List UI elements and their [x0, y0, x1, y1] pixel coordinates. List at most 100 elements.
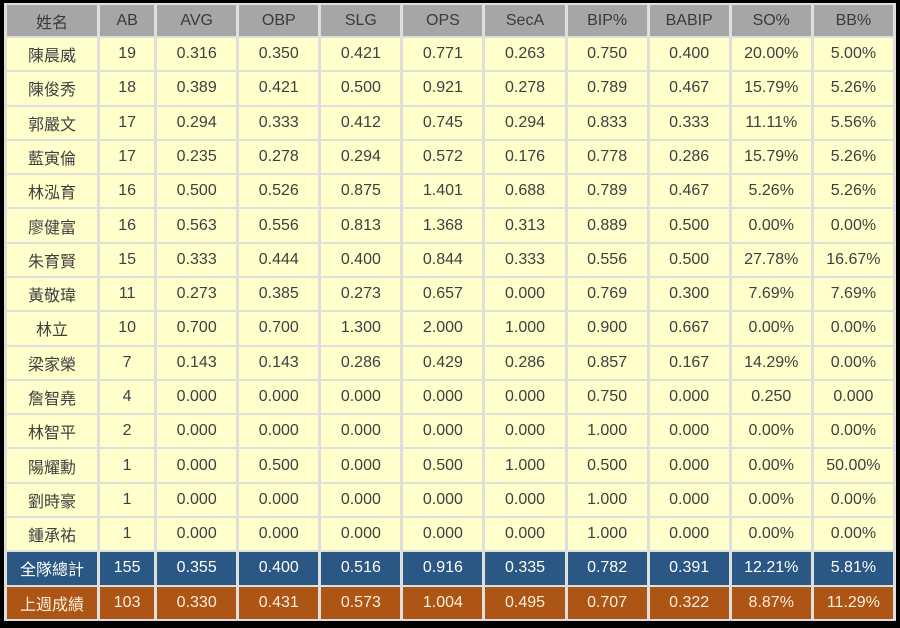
stat-cell: 0.789 [567, 175, 647, 208]
stat-cell: 0.857 [567, 346, 647, 379]
stat-cell: 0.429 [403, 346, 483, 379]
stat-cell: 0.000 [649, 483, 729, 516]
summary-stat-cell: 12.21% [731, 552, 811, 585]
stat-cell: 0.400 [321, 243, 401, 276]
table-row: 藍寅倫 17 0.235 0.278 0.294 0.572 0.176 0.778 0.286… [7, 140, 893, 174]
stat-cell: 0.700 [157, 312, 237, 345]
stat-cell: 0.000 [485, 277, 565, 311]
stat-cell: 0.000 [321, 517, 401, 551]
stat-cell: 0.778 [567, 140, 647, 174]
stat-cell: 0.313 [485, 209, 565, 242]
stat-cell: 17 [100, 106, 155, 139]
player-name-cell: 陽耀勳 [7, 449, 98, 482]
stat-cell: 0.385 [239, 277, 319, 311]
player-name-cell: 朱育賢 [7, 243, 98, 276]
player-name-cell: 陳晨威 [7, 38, 98, 71]
stat-cell: 0.263 [485, 38, 565, 71]
stat-cell: 7.69% [813, 277, 893, 311]
stat-cell: 0.278 [239, 140, 319, 174]
stat-cell: 1.000 [567, 483, 647, 516]
stat-cell: 0.688 [485, 175, 565, 208]
header-cell-avg: AVG [157, 5, 237, 36]
summary-label-cell: 上週成績 [7, 586, 98, 619]
stat-cell: 0.000 [403, 483, 483, 516]
stat-cell: 0.278 [485, 72, 565, 105]
stat-cell: 50.00% [813, 449, 893, 482]
stat-cell: 0.273 [321, 277, 401, 311]
stat-cell: 0.572 [403, 140, 483, 174]
stat-cell: 18 [100, 72, 155, 105]
summary-stat-cell: 0.335 [485, 552, 565, 585]
stat-cell: 0.000 [321, 380, 401, 414]
table-row: 陳俊秀 18 0.389 0.421 0.500 0.921 0.278 0.789 0.467… [7, 72, 893, 105]
player-name-cell: 詹智堯 [7, 380, 98, 414]
stat-cell: 0.526 [239, 175, 319, 208]
stat-cell: 1.368 [403, 209, 483, 242]
stat-cell: 0.556 [567, 243, 647, 276]
stat-cell: 0.294 [485, 106, 565, 139]
stat-cell: 0.000 [157, 380, 237, 414]
summary-stat-cell: 0.330 [157, 586, 237, 619]
stat-cell: 0.00% [813, 517, 893, 551]
summary-stat-cell: 5.81% [813, 552, 893, 585]
stat-cell: 0.350 [239, 38, 319, 71]
stat-cell: 0.000 [485, 517, 565, 551]
table-row: 黃敬瑋 11 0.273 0.385 0.273 0.657 0.000 0.769 0.300… [7, 277, 893, 311]
summary-stat-cell: 0.782 [567, 552, 647, 585]
stat-cell: 15.79% [731, 140, 811, 174]
stat-cell: 0.000 [239, 380, 319, 414]
stat-cell: 1.000 [485, 312, 565, 345]
table-row: 劉時豪 1 0.000 0.000 0.000 0.000 0.000 1.000 0.000 0… [7, 483, 893, 516]
stat-cell: 0.500 [157, 175, 237, 208]
stat-cell: 0.921 [403, 72, 483, 105]
stat-cell: 0.00% [813, 483, 893, 516]
stat-cell: 0.00% [731, 483, 811, 516]
stat-cell: 0.657 [403, 277, 483, 311]
stat-cell: 0.00% [731, 415, 811, 448]
stat-cell: 0.000 [157, 415, 237, 448]
stat-cell: 0.000 [239, 415, 319, 448]
stat-cell: 0.316 [157, 38, 237, 71]
stat-cell: 0.000 [403, 517, 483, 551]
stat-cell: 10 [100, 312, 155, 345]
summary-stat-cell: 103 [100, 586, 155, 619]
stat-cell: 5.26% [813, 140, 893, 174]
table-row: 廖健富 16 0.563 0.556 0.813 1.368 0.313 0.889 0.500… [7, 209, 893, 242]
stat-cell: 0.813 [321, 209, 401, 242]
stat-cell: 1.000 [485, 449, 565, 482]
stat-cell: 0.000 [239, 517, 319, 551]
stat-cell: 27.78% [731, 243, 811, 276]
stat-cell: 0.000 [649, 415, 729, 448]
stat-cell: 0.900 [567, 312, 647, 345]
header-cell-bbpct: BB% [813, 5, 893, 36]
stat-cell: 0.875 [321, 175, 401, 208]
stat-cell: 0.000 [485, 415, 565, 448]
summary-stat-cell: 1.004 [403, 586, 483, 619]
team-total-row: 全隊總計 155 0.355 0.400 0.516 0.916 0.335 0.782 0.3… [7, 552, 893, 585]
summary-stat-cell: 8.87% [731, 586, 811, 619]
stat-cell: 16 [100, 175, 155, 208]
stat-cell: 0.500 [403, 449, 483, 482]
summary-stat-cell: 0.495 [485, 586, 565, 619]
stat-cell: 0.000 [649, 449, 729, 482]
stat-cell: 0.000 [321, 415, 401, 448]
table-row: 林智平 2 0.000 0.000 0.000 0.000 0.000 1.000 0.000 0… [7, 415, 893, 448]
table-row: 陽耀勳 1 0.000 0.500 0.000 0.500 1.000 0.500 0.000 0… [7, 449, 893, 482]
stat-cell: 0.00% [731, 449, 811, 482]
stat-cell: 15 [100, 243, 155, 276]
stat-cell: 0.750 [567, 38, 647, 71]
stat-cell: 0.143 [239, 346, 319, 379]
stat-cell: 0.294 [321, 140, 401, 174]
player-name-cell: 林智平 [7, 415, 98, 448]
stat-cell: 0.000 [157, 449, 237, 482]
stat-cell: 0.412 [321, 106, 401, 139]
header-cell-seca: SecA [485, 5, 565, 36]
stat-cell: 0.500 [567, 449, 647, 482]
stat-cell: 20.00% [731, 38, 811, 71]
stat-cell: 0.000 [403, 415, 483, 448]
last-week-row: 上週成績 103 0.330 0.431 0.573 1.004 0.495 0.707 0.3… [7, 586, 893, 619]
player-name-cell: 林立 [7, 312, 98, 345]
stat-cell: 0.421 [239, 72, 319, 105]
player-name-cell: 劉時豪 [7, 483, 98, 516]
